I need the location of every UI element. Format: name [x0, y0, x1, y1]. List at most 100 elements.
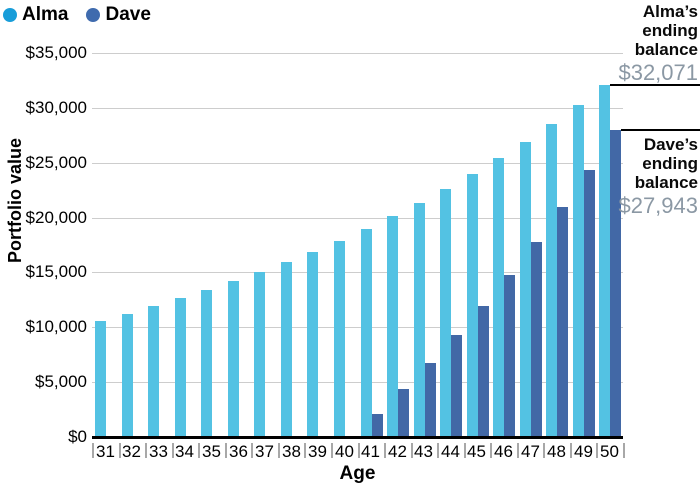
x-tick-label-44: 44 — [441, 442, 460, 461]
x-tick-label-37: 37 — [255, 442, 274, 461]
x-tick-label-35: 35 — [202, 442, 221, 461]
plot-area — [92, 53, 623, 437]
x-tick-label-48: 48 — [547, 442, 566, 461]
x-tick-label-38: 38 — [282, 442, 301, 461]
x-tick-label-31: 31 — [96, 442, 115, 461]
gridline-30000 — [92, 107, 623, 109]
x-tick-mark — [198, 443, 200, 458]
bar-dave-48 — [557, 207, 568, 437]
legend-label-dave: Dave — [105, 4, 151, 25]
x-tick-label-42: 42 — [388, 442, 407, 461]
x-tick-mark — [411, 443, 413, 458]
x-tick-mark — [251, 443, 253, 458]
alma-ending-balance-leader-line — [610, 84, 700, 86]
alma-ending-balance-title: Alma’s ending balance — [634, 2, 698, 59]
x-tick-label-40: 40 — [335, 442, 354, 461]
x-tick-mark — [384, 443, 386, 458]
y-tick-label-15000: $15,000 — [25, 262, 87, 281]
dave-ending-balance-value: $27,943 — [618, 193, 698, 218]
bar-dave-41 — [372, 414, 383, 437]
bar-alma-33 — [148, 306, 159, 437]
bar-dave-46 — [504, 275, 515, 437]
bar-alma-32 — [122, 314, 133, 437]
y-tick-label-10000: $10,000 — [25, 317, 87, 336]
y-tick-label-25000: $25,000 — [25, 153, 87, 172]
x-tick-label-49: 49 — [574, 442, 593, 461]
gridline-5000 — [92, 382, 623, 384]
bar-alma-45 — [467, 174, 478, 437]
x-tick-label-34: 34 — [175, 442, 194, 461]
gridline-10000 — [92, 327, 623, 329]
x-tick-mark — [517, 443, 519, 458]
alma-ending-balance-value: $32,071 — [618, 60, 698, 85]
bar-alma-50 — [599, 85, 610, 437]
bar-dave-49 — [584, 170, 595, 437]
dave-ending-balance-annotation: Dave’s ending balance $27,943 — [603, 135, 698, 218]
x-tick-mark — [543, 443, 545, 458]
bar-alma-46 — [493, 158, 504, 437]
x-tick-mark — [490, 443, 492, 458]
x-tick-mark — [225, 443, 227, 458]
bar-alma-37 — [254, 272, 265, 437]
gridline-35000 — [92, 53, 623, 54]
alma-series-dot-icon — [3, 8, 17, 22]
x-tick-mark — [623, 443, 625, 458]
y-tick-label-0: $0 — [68, 427, 87, 446]
bar-dave-45 — [478, 306, 489, 437]
dave-ending-balance-leader-line — [621, 129, 700, 131]
x-tick-label-47: 47 — [521, 442, 540, 461]
x-tick-mark — [570, 443, 572, 458]
y-tick-label-35000: $35,000 — [25, 43, 87, 62]
bar-alma-44 — [440, 189, 451, 437]
x-tick-mark — [596, 443, 598, 458]
gridline-20000 — [92, 217, 623, 219]
x-axis-line — [92, 436, 623, 439]
legend-item-dave: Dave — [86, 4, 151, 26]
bar-dave-47 — [531, 242, 542, 437]
x-tick-label-32: 32 — [122, 442, 141, 461]
x-tick-mark — [92, 443, 94, 458]
bar-dave-50 — [610, 130, 621, 437]
x-axis-title: Age — [339, 463, 376, 484]
bar-dave-43 — [425, 363, 436, 437]
x-tick-mark — [358, 443, 360, 458]
legend-label-alma: Alma — [22, 4, 69, 25]
bar-alma-43 — [414, 203, 425, 437]
x-tick-mark — [119, 443, 121, 458]
bar-alma-35 — [201, 290, 212, 437]
y-tick-label-5000: $5,000 — [35, 372, 87, 391]
bar-alma-48 — [546, 124, 557, 437]
bar-alma-31 — [95, 321, 106, 437]
gridline-15000 — [92, 272, 623, 274]
bar-alma-39 — [307, 252, 318, 437]
x-tick-label-50: 50 — [600, 442, 619, 461]
x-tick-label-36: 36 — [229, 442, 248, 461]
bar-alma-38 — [281, 262, 292, 437]
x-tick-label-33: 33 — [149, 442, 168, 461]
alma-ending-balance-annotation: Alma’s ending balance $32,071 — [603, 2, 698, 85]
legend-item-alma: Alma — [3, 4, 68, 26]
bar-alma-34 — [175, 298, 186, 437]
bar-alma-49 — [573, 105, 584, 437]
y-axis-labels: $0 $5,000 $10,000 $15,000 $20,000 $25,000 $30,… — [0, 0, 87, 460]
bar-alma-47 — [520, 142, 531, 437]
dave-series-dot-icon — [86, 8, 101, 22]
x-tick-mark — [331, 443, 333, 458]
bar-alma-41 — [361, 229, 372, 437]
x-tick-mark — [172, 443, 174, 458]
legend: Alma Dave — [3, 4, 151, 26]
bar-dave-44 — [451, 335, 462, 437]
bar-alma-42 — [387, 216, 398, 437]
x-tick-label-46: 46 — [494, 442, 513, 461]
gridline-25000 — [92, 162, 623, 164]
x-tick-mark — [464, 443, 466, 458]
x-tick-label-41: 41 — [361, 442, 380, 461]
bar-alma-36 — [228, 281, 239, 437]
dave-ending-balance-title: Dave’s ending balance — [634, 135, 698, 192]
y-tick-label-20000: $20,000 — [25, 208, 87, 227]
x-tick-label-43: 43 — [414, 442, 433, 461]
bar-alma-40 — [334, 241, 345, 437]
x-tick-mark — [278, 443, 280, 458]
